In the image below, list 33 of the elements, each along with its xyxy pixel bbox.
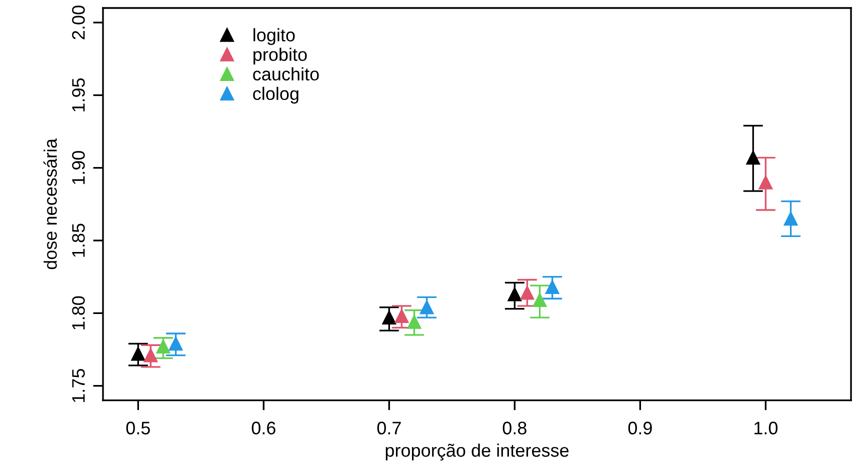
point	[532, 293, 547, 308]
y-tick-label: 1.95	[72, 78, 85, 112]
y-axis-title: dose necessária	[43, 138, 57, 270]
point	[420, 300, 434, 314]
legend-label: probito	[254, 48, 307, 65]
point	[131, 346, 146, 361]
point	[545, 280, 560, 294]
point	[758, 175, 773, 190]
y-tick-label: 1.75	[72, 369, 85, 402]
point	[394, 309, 409, 324]
point	[508, 287, 522, 302]
point	[382, 310, 396, 324]
point	[784, 212, 798, 226]
x-tick-label: 0.8	[502, 422, 526, 434]
x-tick-label: 0.5	[126, 422, 150, 434]
point	[156, 340, 170, 354]
legend-label: clolog	[253, 86, 298, 104]
y-tick-label: 1.85	[72, 224, 85, 257]
y-tick-label: 1.90	[72, 150, 85, 184]
x-axis-title: proporção de interesse	[386, 444, 569, 460]
point	[746, 150, 760, 165]
x-tick-label: 0.7	[377, 422, 401, 434]
point	[407, 314, 422, 329]
x-tick-label: 1.0	[754, 422, 778, 434]
x-tick-label: 0.9	[628, 422, 652, 434]
point	[144, 348, 158, 362]
y-tick-label: 1.80	[72, 296, 85, 330]
x-tick-label: 0.6	[252, 422, 276, 434]
point	[168, 336, 183, 351]
legend-label: logito	[254, 28, 295, 46]
point	[520, 286, 534, 300]
legend-label: cauchito	[253, 67, 319, 81]
y-tick-label: 2.00	[72, 6, 85, 40]
